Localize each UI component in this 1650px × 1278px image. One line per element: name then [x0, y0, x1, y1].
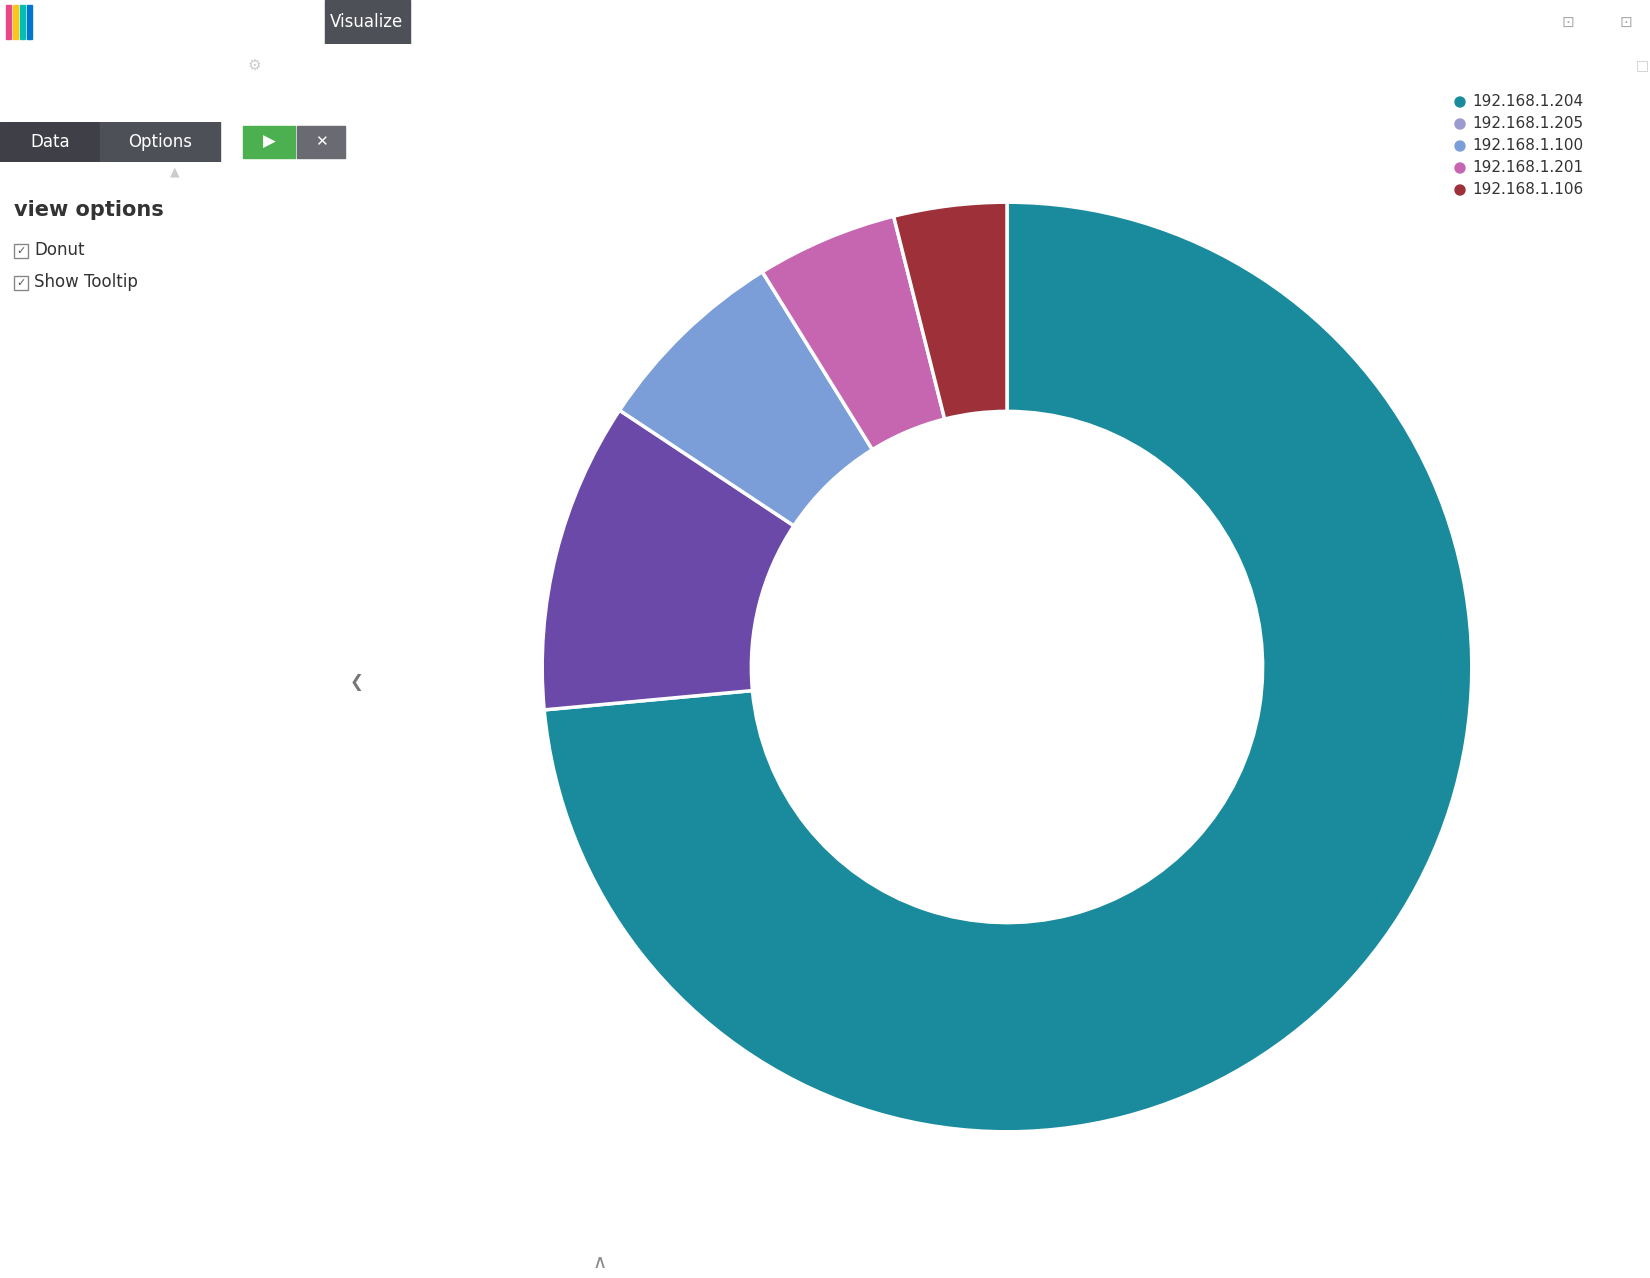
Text: Show Tooltip: Show Tooltip	[35, 273, 139, 291]
Text: 192.168.1.106: 192.168.1.106	[1472, 183, 1584, 198]
Text: ⊡: ⊡	[1620, 14, 1634, 29]
Text: This visualization is linked to a saved search:: This visualization is linked to a saved …	[266, 56, 645, 74]
Wedge shape	[762, 216, 945, 450]
Text: ⊙: ⊙	[978, 13, 992, 31]
Bar	[101, 121, 219, 162]
Text: Settings: Settings	[508, 13, 576, 31]
Text: Syslog Messages: Syslog Messages	[637, 56, 797, 74]
Text: 192.168.1.100: 192.168.1.100	[1472, 138, 1582, 153]
Text: ❮: ❮	[350, 674, 365, 691]
Text: ⚙: ⚙	[248, 58, 262, 73]
Text: view options: view options	[13, 199, 163, 220]
Bar	[13, 276, 28, 290]
Text: Dashboard: Dashboard	[412, 13, 502, 31]
Text: Visualize: Visualize	[330, 13, 404, 31]
Text: 192.168.1.204: 192.168.1.204	[1472, 95, 1582, 110]
Wedge shape	[543, 410, 794, 709]
Text: kibana: kibana	[41, 8, 147, 36]
Circle shape	[1455, 97, 1465, 107]
Text: ✓: ✓	[16, 245, 25, 256]
Bar	[243, 127, 295, 158]
Text: ⊡: ⊡	[1563, 14, 1574, 29]
Bar	[7, 5, 12, 40]
Text: Data: Data	[30, 133, 69, 151]
Bar	[20, 5, 25, 40]
Circle shape	[1455, 164, 1465, 173]
Circle shape	[1455, 141, 1465, 151]
Text: □: □	[1637, 58, 1648, 72]
Circle shape	[1455, 119, 1465, 129]
Bar	[26, 5, 31, 40]
Bar	[0, 121, 101, 162]
Bar	[325, 0, 409, 43]
Text: Donut: Donut	[35, 242, 84, 259]
Text: ▶: ▶	[874, 13, 888, 31]
Wedge shape	[894, 202, 1006, 419]
Wedge shape	[544, 202, 1472, 1132]
Text: 192.168.1.201: 192.168.1.201	[1472, 161, 1582, 175]
Text: Last 15 minutes: Last 15 minutes	[997, 13, 1130, 31]
Text: 30 seconds: 30 seconds	[893, 13, 987, 31]
Text: Options: Options	[129, 133, 191, 151]
Circle shape	[1455, 185, 1465, 196]
Bar	[13, 5, 18, 40]
Text: ▲: ▲	[170, 165, 180, 179]
Bar	[297, 127, 345, 158]
Text: ✓: ✓	[16, 279, 25, 288]
Text: 192.168.1.205: 192.168.1.205	[1472, 116, 1582, 132]
Bar	[13, 244, 28, 258]
Text: Discover: Discover	[246, 13, 318, 31]
Text: syslog-*: syslog-*	[12, 95, 87, 112]
Text: ✕: ✕	[315, 134, 327, 150]
Text: ▶: ▶	[262, 133, 276, 151]
Wedge shape	[619, 272, 873, 525]
Text: ∧: ∧	[592, 1254, 607, 1273]
